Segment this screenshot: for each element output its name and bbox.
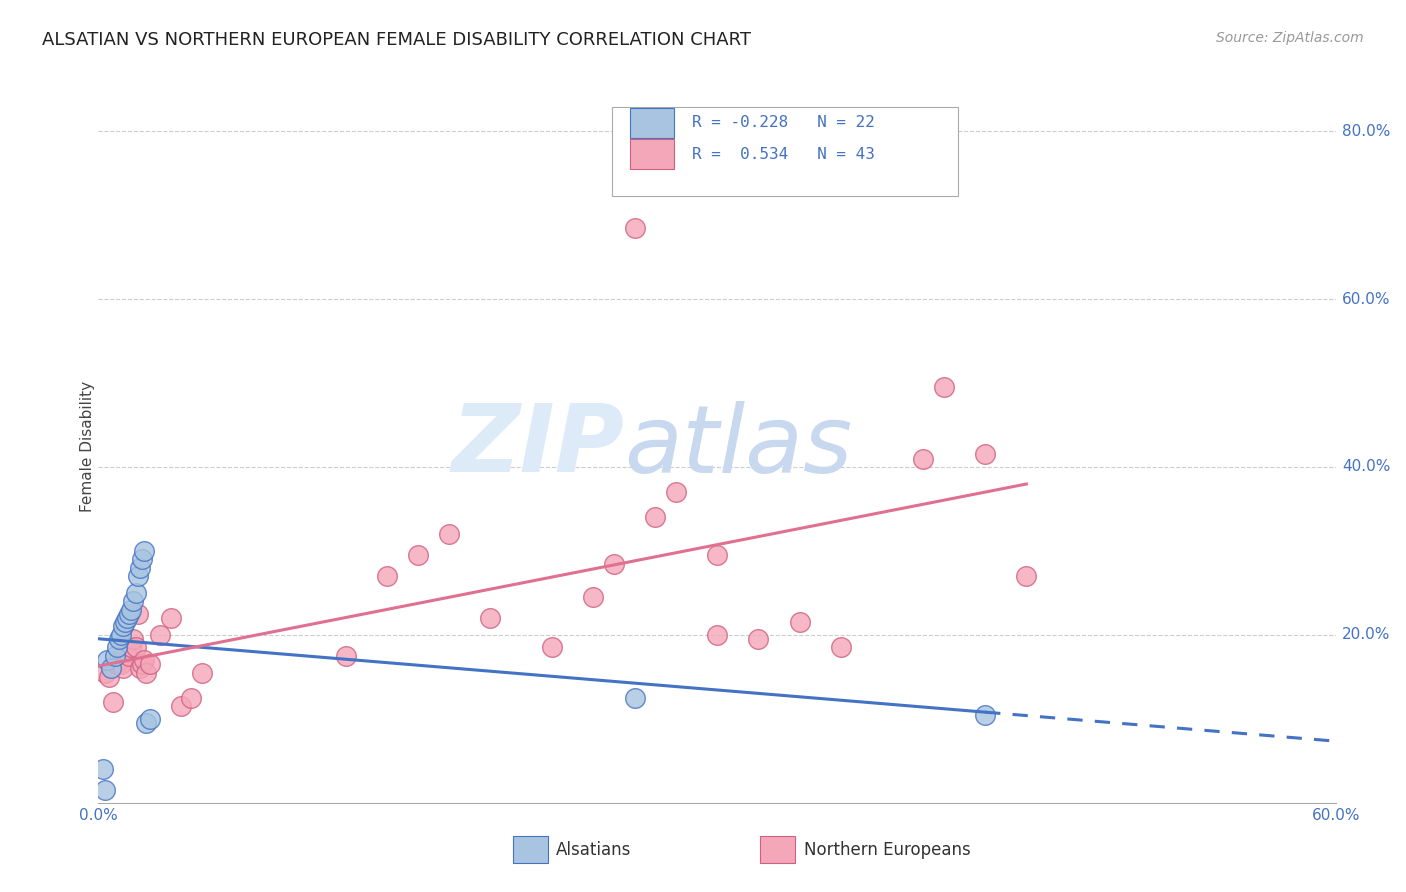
Text: 40.0%: 40.0% [1341,459,1391,475]
Point [789,615,811,630]
Point [159,611,181,625]
Point [114,615,136,630]
Point [97,670,120,684]
FancyBboxPatch shape [612,107,959,196]
Point [120,640,142,655]
Point [110,628,132,642]
Point [114,645,136,659]
Text: Alsatians: Alsatians [557,841,631,859]
Point [128,560,150,574]
Point [117,611,139,625]
Point [120,603,142,617]
Text: ZIP: ZIP [451,400,624,492]
Text: R = -0.228   N = 22: R = -0.228 N = 22 [692,115,875,130]
Point [128,661,150,675]
Point [623,690,645,705]
Point [375,569,398,583]
Point [603,557,626,571]
Point [747,632,769,646]
Text: atlas: atlas [624,401,852,491]
Point [93,665,115,680]
Point [135,665,157,680]
Point [974,447,997,461]
Point [706,628,728,642]
Point [1015,569,1038,583]
Text: Northern Europeans: Northern Europeans [804,841,970,859]
Point [335,648,357,663]
Point [101,695,124,709]
Point [139,657,162,672]
Point [932,380,955,394]
Point [127,569,149,583]
Point [124,640,146,655]
Point [105,640,128,655]
Point [644,510,666,524]
Text: 20.0%: 20.0% [1341,627,1391,642]
Point [437,527,460,541]
Point [706,548,728,562]
Point [180,690,202,705]
Point [112,661,135,675]
Point [108,632,131,646]
Text: Source: ZipAtlas.com: Source: ZipAtlas.com [1216,31,1364,45]
Point [135,716,157,731]
Point [974,707,997,722]
Point [93,783,115,797]
Point [122,632,145,646]
Point [132,653,155,667]
FancyBboxPatch shape [630,108,673,137]
Point [131,657,153,672]
Point [96,653,118,667]
Point [122,594,145,608]
Point [623,220,645,235]
Point [110,657,132,672]
Point [104,648,127,663]
Point [139,712,162,726]
FancyBboxPatch shape [630,139,673,169]
Point [406,548,429,562]
Point [127,607,149,621]
Point [108,653,131,667]
Point [541,640,564,655]
Point [105,657,128,672]
FancyBboxPatch shape [513,837,547,863]
Text: R =  0.534   N = 43: R = 0.534 N = 43 [692,146,875,161]
Point [132,544,155,558]
FancyBboxPatch shape [761,837,794,863]
Text: 80.0%: 80.0% [1341,124,1391,138]
Point [149,628,172,642]
Point [170,699,193,714]
Text: ALSATIAN VS NORTHERN EUROPEAN FEMALE DISABILITY CORRELATION CHART: ALSATIAN VS NORTHERN EUROPEAN FEMALE DIS… [42,31,751,49]
Text: 60.0%: 60.0% [1341,292,1391,307]
Point [190,665,212,680]
Point [479,611,502,625]
Point [124,586,146,600]
Point [118,648,141,663]
Point [118,607,141,621]
Point [112,619,135,633]
Point [830,640,852,655]
Point [912,451,935,466]
Y-axis label: Female Disability: Female Disability [80,380,94,512]
Point [131,552,153,566]
Point [582,590,605,604]
Point [100,661,122,675]
Point [665,485,688,500]
Point [91,762,114,776]
